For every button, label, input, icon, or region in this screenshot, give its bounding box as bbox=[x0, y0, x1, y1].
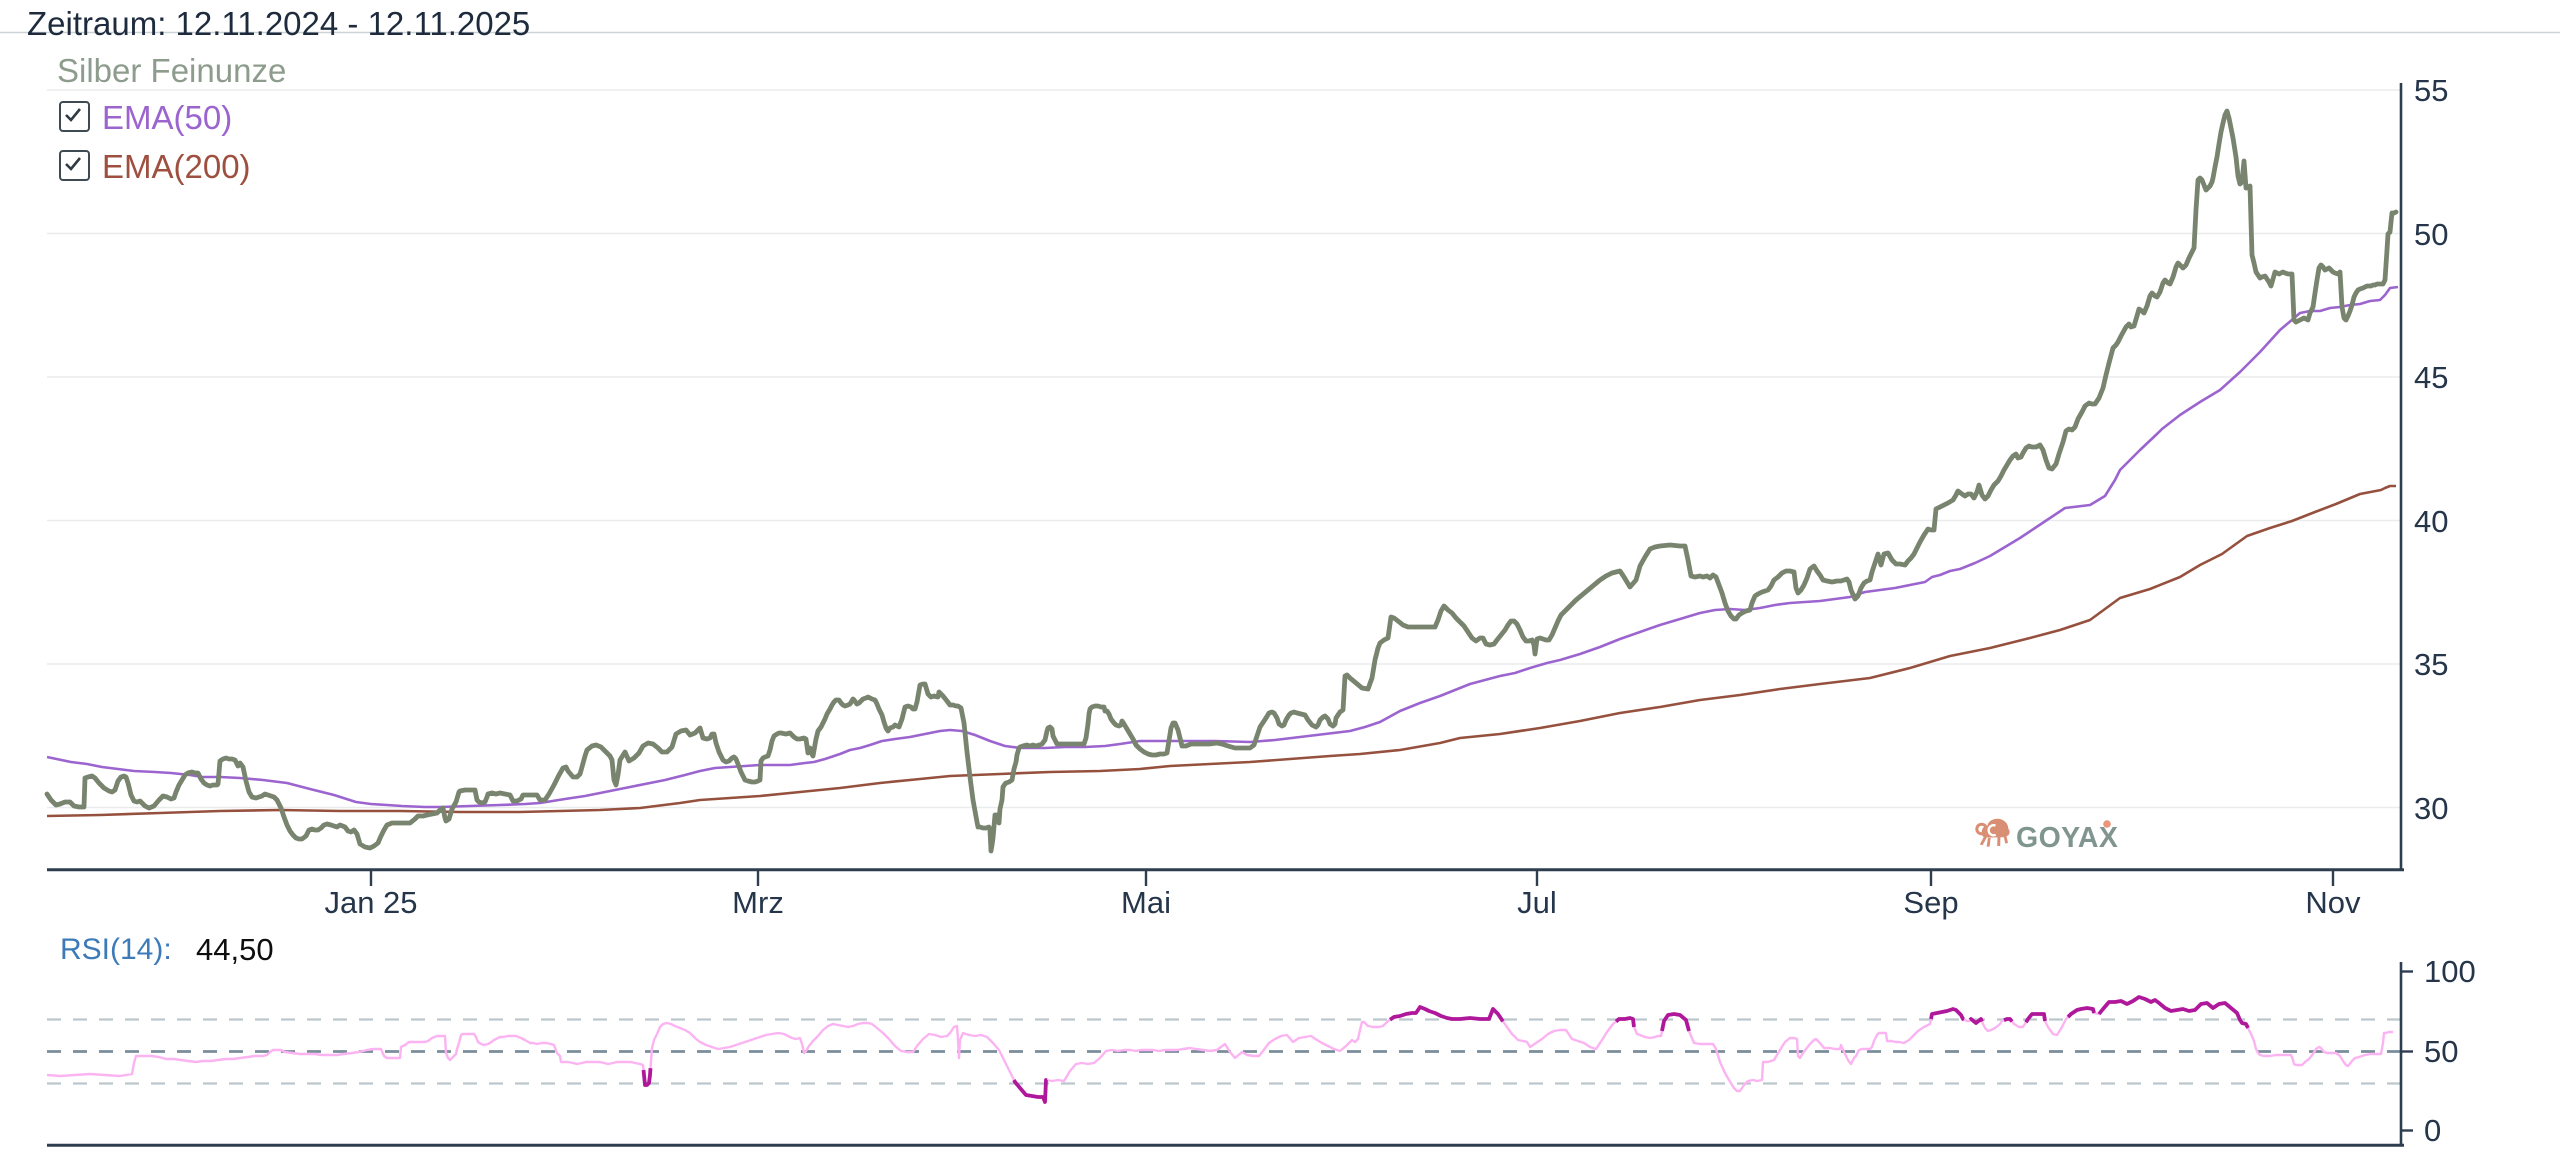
svg-text:GOYAX: GOYAX bbox=[2016, 822, 2118, 854]
